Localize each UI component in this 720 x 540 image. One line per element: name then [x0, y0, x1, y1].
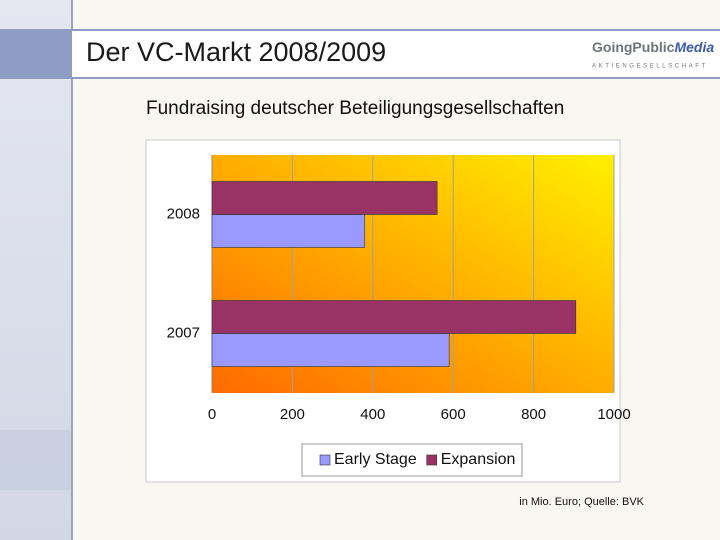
bar: [211, 214, 366, 248]
bar: [211, 181, 438, 215]
legend-label: Early Stage: [334, 451, 417, 468]
legend-swatch: [426, 454, 438, 466]
x-tick-label: 200: [280, 406, 305, 423]
bar: [211, 300, 577, 334]
x-tick-label: 1000: [597, 406, 630, 423]
y-tick-label: 2008: [167, 205, 200, 222]
x-tick-label: 400: [360, 406, 385, 423]
bar: [211, 333, 450, 367]
logo-name: GoingPublic: [592, 39, 675, 55]
title-bar-accent: [0, 30, 72, 78]
x-tick-label: 600: [441, 406, 466, 423]
logo: GoingPublicMedia: [592, 39, 714, 55]
x-tick-label: 800: [521, 406, 546, 423]
chart-marks: 0 200 400 600 800 1000 2008 2007 Early Stage Expa…: [167, 155, 631, 477]
legend-label: Expansion: [441, 451, 516, 468]
legend-swatch: [319, 454, 331, 466]
logo-accent: Media: [674, 39, 714, 55]
slide-title: Der VC-Markt 2008/2009: [86, 37, 386, 67]
chart-title: Fundraising deutscher Beteiligungsgesell…: [146, 98, 564, 119]
y-tick-label: 2007: [167, 324, 200, 341]
legend-box: [301, 443, 523, 477]
logo-tagline: AKTIENGESELLSCHAFT: [592, 64, 708, 70]
footnote: in Mio. Euro; Quelle: BVK: [519, 496, 644, 508]
sidebar-image: [0, 430, 72, 490]
title-bar: [0, 30, 720, 78]
x-tick-label: 0: [208, 406, 216, 423]
